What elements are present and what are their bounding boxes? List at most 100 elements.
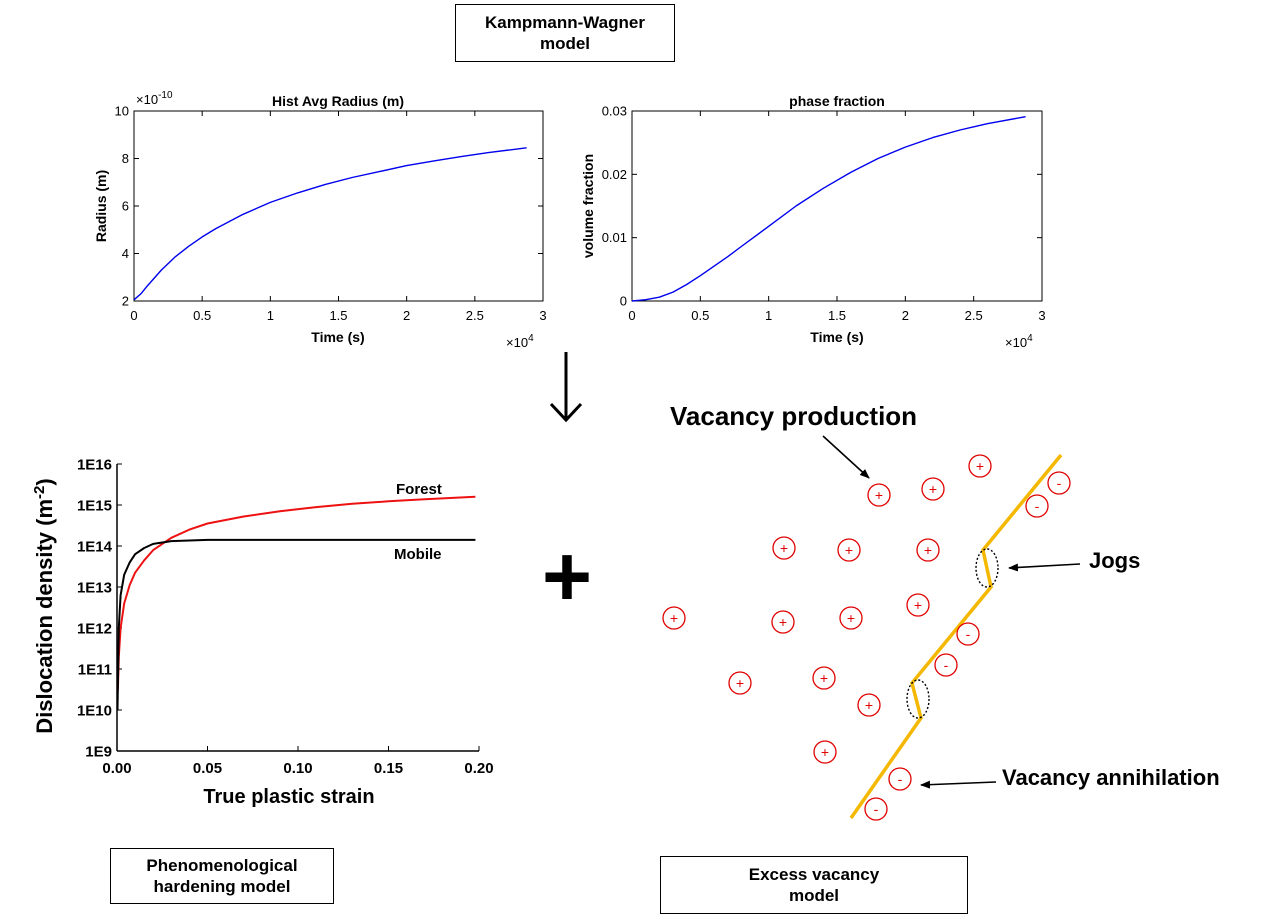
- y-tick-label: 1E14: [77, 538, 113, 555]
- y-tick-label: 0.02: [602, 167, 627, 182]
- phenomenological-box: Phenomenological hardening model: [110, 848, 334, 904]
- y-tick-label: 1E9: [85, 743, 112, 760]
- vacancy-minus: -: [956, 622, 980, 646]
- vacancy-plus-symbol: +: [780, 540, 788, 556]
- vacancy-plus: +: [968, 454, 992, 478]
- jogs-label: Jogs: [1089, 548, 1140, 573]
- vacancy-model: Vacancy production Jogs Vacancy annihila…: [662, 401, 1220, 821]
- vacancy-plus-symbol: +: [865, 697, 873, 713]
- phase-chart-plot: 0 0.5 1 1.5 2 2.5 3 0 0.01 0.02 0.03: [602, 104, 1046, 323]
- dislocation-chart-plot: 0.00 0.05 0.10 0.15 0.20 1E9 1E10 1E11 1E12 1E13 1…: [77, 456, 494, 777]
- vacancy-minus-circle: [956, 622, 980, 646]
- vacancy-plus: +: [921, 477, 945, 501]
- phenomenological-line1: Phenomenological: [146, 856, 298, 875]
- radius-y-multiplier: ×10-10: [136, 90, 173, 107]
- y-tick-label: 1E15: [77, 497, 112, 514]
- vacancy-annihilation-label: Vacancy annihilation: [1002, 765, 1220, 790]
- vacancy-plus-circle: [906, 593, 930, 617]
- vacancy-plus: +: [728, 671, 752, 695]
- y-tick-label: 4: [122, 246, 129, 261]
- series-label-forest: Forest: [396, 481, 442, 498]
- x-tick-label: 1.5: [828, 308, 846, 323]
- y-tick-label: 0: [620, 294, 627, 309]
- x-tick-label: 0.05: [193, 760, 222, 777]
- dislocation-chart-ylabel: Dislocation density (m-2): [31, 478, 57, 733]
- vacancy-plus: +: [813, 740, 837, 764]
- vacancy-plus-symbol: +: [820, 670, 828, 686]
- y-tick-label: 1E12: [77, 620, 112, 637]
- x-tick-label: 1: [267, 308, 274, 323]
- x-tick-label: 1.5: [329, 308, 347, 323]
- vacancy-plus: +: [839, 606, 863, 630]
- x-tick-label: 0.5: [193, 308, 211, 323]
- jogs-arrow: [1008, 563, 1081, 572]
- vacancy-minus-circle: [934, 653, 958, 677]
- vacancy-plus-circle: [837, 538, 861, 562]
- kampmann-wagner-line1: Kampmann-Wagner: [485, 13, 645, 32]
- y-tick-label: 1E13: [77, 579, 112, 596]
- vacancy-group: + + + + + + + + + + + + + + - - - - - -: [662, 454, 1071, 821]
- vacancy-plus: +: [837, 538, 861, 562]
- x-tick-label: 1: [765, 308, 772, 323]
- production-arrow: [822, 435, 870, 479]
- vacancy-production-label: Vacancy production: [670, 401, 917, 431]
- plot-frame: [133, 110, 544, 302]
- dislocation-line: [849, 453, 1063, 820]
- vacancy-minus-symbol: -: [944, 657, 949, 673]
- vacancy-plus: +: [857, 693, 881, 717]
- y-tick-label: 0.03: [602, 104, 627, 119]
- vacancy-plus-circle: [857, 693, 881, 717]
- vacancy-minus-circle: [1025, 494, 1049, 518]
- radius-chart: Hist Avg Radius (m) ×10-10 ×104 Time (s)…: [93, 90, 547, 350]
- y-tick-label: 6: [122, 199, 129, 214]
- x-tick-label: 0.5: [691, 308, 709, 323]
- radius-chart-ylabel: Radius (m): [93, 170, 109, 242]
- vacancy-plus: +: [812, 666, 836, 690]
- kampmann-wagner-line2: model: [539, 34, 591, 53]
- radius-chart-title: Hist Avg Radius (m): [272, 93, 404, 109]
- vacancy-plus-symbol: +: [670, 610, 678, 626]
- vacancy-plus-circle: [728, 671, 752, 695]
- series-line-mobile: [116, 538, 476, 711]
- vacancy-minus-circle: [1047, 471, 1071, 495]
- vacancy-minus-circle: [888, 767, 912, 791]
- radius-x-multiplier: ×104: [506, 333, 534, 350]
- vacancy-plus: +: [867, 483, 891, 507]
- vacancy-plus-symbol: +: [845, 542, 853, 558]
- vacancy-minus-symbol: -: [1057, 475, 1062, 491]
- x-tick-label: 0: [130, 308, 137, 323]
- vacancy-plus-circle: [771, 610, 795, 634]
- phase-fraction-chart: phase fraction ×104 Time (s) volume frac…: [580, 93, 1046, 350]
- vacancy-plus-circle: [867, 483, 891, 507]
- x-tick-label: 0.20: [464, 760, 493, 777]
- vacancy-plus-symbol: +: [821, 744, 829, 760]
- vacancy-plus-symbol: +: [976, 458, 984, 474]
- vacancy-minus: -: [888, 767, 912, 791]
- y-tick-label: 8: [122, 151, 129, 166]
- series-line-0: [631, 116, 1026, 302]
- plus-symbol: +: [542, 529, 592, 625]
- excess-vacancy-line1: Excess vacancy: [748, 865, 880, 884]
- x-tick-label: 2: [902, 308, 909, 323]
- dislocation-chart-xlabel: True plastic strain: [203, 786, 374, 808]
- x-tick-label: 3: [539, 308, 546, 323]
- vacancy-plus-circle: [813, 740, 837, 764]
- phase-chart-ylabel: volume fraction: [580, 154, 596, 258]
- vacancy-plus-circle: [916, 538, 940, 562]
- x-tick-label: 2.5: [466, 308, 484, 323]
- vacancy-plus-symbol: +: [736, 675, 744, 691]
- down-arrow-icon: [549, 352, 583, 423]
- annihilation-arrow: [920, 780, 997, 789]
- radius-chart-plot: 0 0.5 1 1.5 2 2.5 3 2 4 6 8 10: [115, 104, 547, 323]
- vacancy-plus-circle: [968, 454, 992, 478]
- vacancy-plus-symbol: +: [929, 481, 937, 497]
- series-label-mobile: Mobile: [394, 546, 442, 563]
- vacancy-plus-symbol: +: [924, 542, 932, 558]
- x-tick-label: 0.10: [283, 760, 312, 777]
- y-tick-label: 1E11: [78, 661, 112, 678]
- series-line-0: [133, 147, 527, 301]
- vacancy-plus-symbol: +: [847, 610, 855, 626]
- plot-frame: [631, 110, 1043, 302]
- vacancy-minus: -: [1025, 494, 1049, 518]
- vacancy-plus: +: [906, 593, 930, 617]
